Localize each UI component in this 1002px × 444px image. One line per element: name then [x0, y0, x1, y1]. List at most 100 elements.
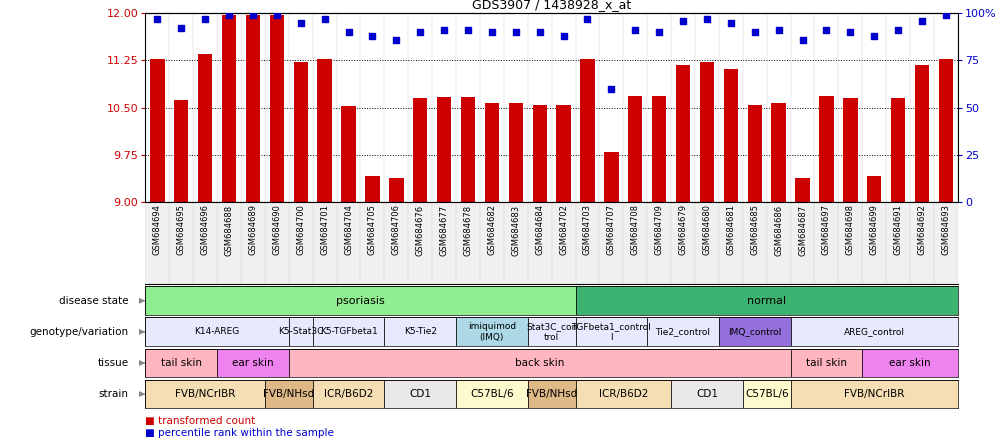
Bar	[580, 59, 594, 202]
Point	[244, 12, 261, 19]
Text: GSM684702: GSM684702	[558, 205, 567, 255]
Point	[842, 28, 858, 36]
Text: ■ percentile rank within the sample: ■ percentile rank within the sample	[145, 428, 334, 438]
Bar	[718, 317, 790, 346]
Text: tail skin: tail skin	[160, 358, 201, 368]
Bar	[484, 103, 499, 202]
Text: tail skin: tail skin	[806, 358, 846, 368]
Bar	[313, 317, 384, 346]
Point	[483, 28, 499, 36]
Bar	[670, 380, 742, 408]
Bar	[456, 317, 527, 346]
Bar	[914, 65, 928, 202]
Point	[507, 28, 523, 36]
Bar	[575, 286, 957, 315]
Point	[698, 16, 714, 23]
Text: GSM684688: GSM684688	[224, 205, 233, 256]
Bar	[460, 97, 475, 202]
Bar	[795, 178, 809, 202]
Text: strain: strain	[98, 389, 128, 399]
Text: C57BL/6: C57BL/6	[470, 389, 513, 399]
Point	[603, 85, 619, 92]
Point	[913, 17, 929, 24]
Bar	[771, 103, 785, 202]
Text: GSM684709: GSM684709	[654, 205, 663, 255]
Text: GSM684701: GSM684701	[320, 205, 329, 255]
Bar	[197, 54, 212, 202]
Bar	[862, 349, 957, 377]
Bar	[174, 100, 188, 202]
Point	[388, 36, 404, 44]
Text: ICR/B6D2: ICR/B6D2	[324, 389, 373, 399]
Bar	[318, 59, 332, 202]
Text: CD1: CD1	[409, 389, 431, 399]
Bar	[575, 317, 646, 346]
Point	[770, 27, 786, 34]
Bar	[508, 103, 522, 202]
Bar	[790, 317, 957, 346]
Text: IMQ_control: IMQ_control	[727, 327, 781, 337]
Point	[889, 27, 905, 34]
Text: GSM684681: GSM684681	[725, 205, 734, 255]
Text: K5-Tie2: K5-Tie2	[404, 327, 436, 337]
Bar	[145, 380, 265, 408]
Text: GSM684699: GSM684699	[869, 205, 878, 255]
Text: GSM684680: GSM684680	[701, 205, 710, 255]
Text: disease state: disease state	[59, 296, 128, 306]
Text: GSM684707: GSM684707	[606, 205, 615, 255]
Bar	[627, 96, 642, 202]
Point	[937, 12, 953, 19]
Text: FVB/NCrIBR: FVB/NCrIBR	[174, 389, 235, 399]
Text: normal: normal	[746, 296, 786, 306]
Point	[555, 32, 571, 40]
Bar	[289, 349, 790, 377]
Text: Stat3C_con
trol: Stat3C_con trol	[525, 322, 577, 341]
Bar	[145, 286, 575, 315]
Bar	[265, 380, 313, 408]
Text: GSM684706: GSM684706	[392, 205, 401, 255]
Text: GSM684705: GSM684705	[368, 205, 377, 255]
Text: imiquimod
(IMQ): imiquimod (IMQ)	[467, 322, 515, 341]
Text: genotype/variation: genotype/variation	[29, 327, 128, 337]
Text: GSM684703: GSM684703	[582, 205, 591, 255]
Bar	[742, 380, 790, 408]
Bar	[150, 59, 164, 202]
Text: ear skin: ear skin	[889, 358, 930, 368]
Bar	[437, 97, 451, 202]
Text: GSM684700: GSM684700	[296, 205, 305, 255]
Text: AREG_control: AREG_control	[843, 327, 904, 337]
Bar	[866, 176, 881, 202]
Point	[412, 28, 428, 36]
Point	[746, 28, 763, 36]
Bar	[456, 380, 527, 408]
Bar	[313, 380, 384, 408]
Text: FVB/NHsd: FVB/NHsd	[263, 389, 314, 399]
Text: GSM684686: GSM684686	[774, 205, 783, 256]
Point	[626, 27, 642, 34]
Title: GDS3907 / 1438928_x_at: GDS3907 / 1438928_x_at	[472, 0, 630, 11]
Point	[818, 27, 834, 34]
Bar	[341, 107, 356, 202]
Text: FVB/NHsd: FVB/NHsd	[525, 389, 577, 399]
Point	[293, 19, 309, 26]
Point	[173, 25, 189, 32]
Text: ear skin: ear skin	[231, 358, 274, 368]
Bar	[556, 104, 570, 202]
Point	[149, 16, 165, 23]
Bar	[790, 380, 957, 408]
Point	[317, 16, 333, 23]
Point	[579, 16, 595, 23]
Bar	[843, 98, 857, 202]
Text: ICR/B6D2: ICR/B6D2	[598, 389, 647, 399]
Text: GSM684684: GSM684684	[535, 205, 544, 255]
Point	[269, 12, 285, 19]
Bar	[294, 63, 308, 202]
Text: GSM684695: GSM684695	[176, 205, 185, 255]
Point	[794, 36, 810, 44]
Bar	[389, 178, 403, 202]
Point	[650, 28, 666, 36]
Bar	[289, 317, 313, 346]
Text: FVB/NCrIBR: FVB/NCrIBR	[844, 389, 904, 399]
Text: Tie2_control: Tie2_control	[655, 327, 709, 337]
Bar	[938, 59, 952, 202]
